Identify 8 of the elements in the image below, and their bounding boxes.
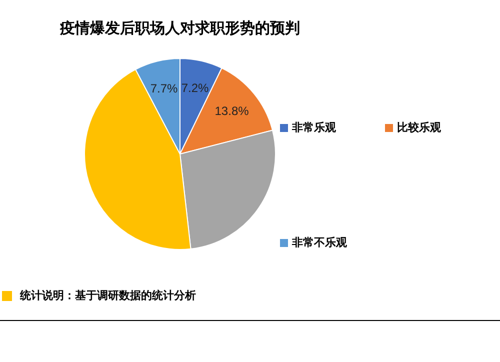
data-label: 13.8% — [214, 104, 250, 118]
data-label: 7.7% — [150, 81, 178, 96]
legend-label: 非常乐观 — [292, 120, 336, 135]
data-label: 7.2% — [181, 81, 209, 96]
legend-label: 比较乐观 — [397, 120, 441, 135]
chart-title: 疫情爆发后职场人对求职形势的预判 — [59, 18, 300, 37]
legend-label: 非常不乐观 — [292, 235, 347, 250]
text: 统计说明：基于调研数据的统计分析 — [20, 288, 196, 303]
